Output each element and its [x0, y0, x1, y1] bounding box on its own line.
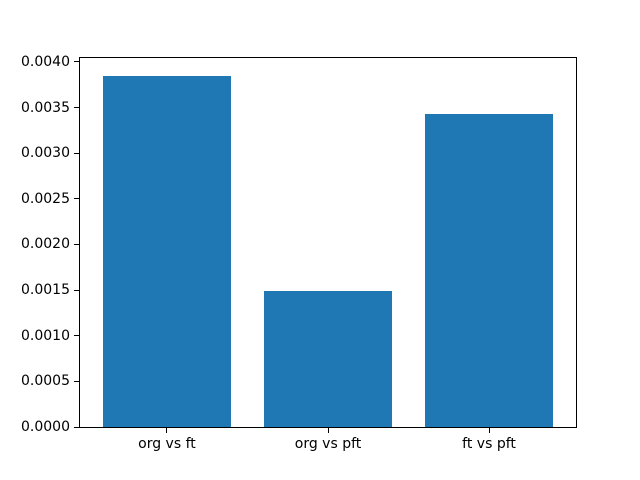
x-tick-label: ft vs pft [462, 436, 516, 452]
y-tick-label: 0.0030 [21, 145, 70, 162]
x-tick-label: org vs ft [138, 436, 196, 452]
y-tick-mark [74, 243, 79, 245]
y-tick-mark [74, 335, 79, 337]
y-tick-label: 0.0015 [21, 282, 70, 299]
y-tick-label: 0.0025 [21, 190, 70, 207]
bar-1 [102, 75, 232, 427]
x-tick-mark [327, 428, 329, 433]
y-tick-mark [74, 426, 79, 428]
x-tick-label: org vs pft [294, 436, 362, 452]
y-tick-mark [74, 107, 79, 109]
y-tick-label: 0.0010 [21, 327, 70, 344]
x-tick-mark [488, 428, 490, 433]
y-tick-label: 0.0020 [21, 236, 70, 253]
y-tick-label: 0.0000 [21, 419, 70, 435]
plot-area [79, 57, 577, 428]
y-tick-label: 0.0040 [21, 53, 70, 70]
y-tick-label: 0.0005 [21, 373, 70, 390]
y-tick-mark [74, 61, 79, 63]
y-tick-mark [74, 198, 79, 200]
bar-2 [263, 291, 393, 427]
x-tick-mark [166, 428, 168, 433]
y-tick-mark [74, 380, 79, 382]
y-tick-label: 0.0035 [21, 99, 70, 116]
bar-3 [424, 113, 554, 427]
y-tick-mark [74, 289, 79, 291]
y-tick-mark [74, 152, 79, 154]
